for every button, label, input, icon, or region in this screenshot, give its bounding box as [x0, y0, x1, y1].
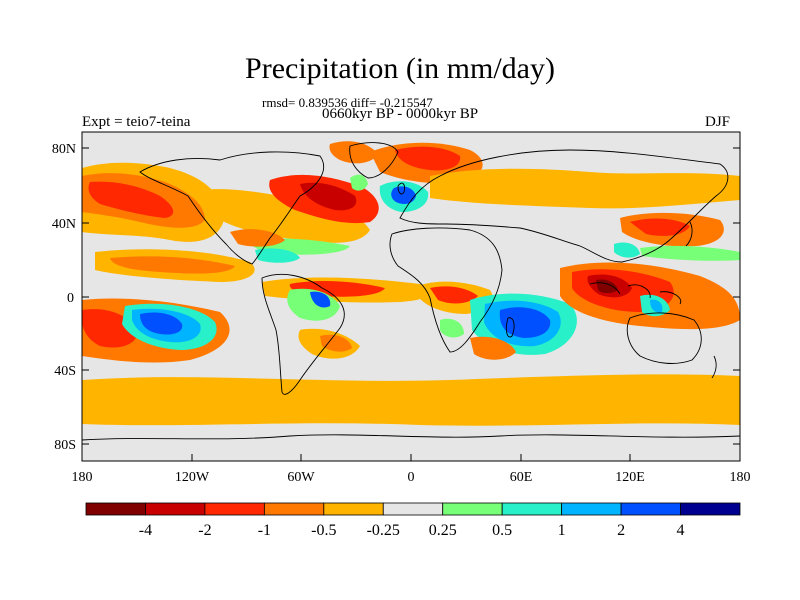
axis-tick-marks [81, 147, 741, 461]
colorbar-label-1: -2 [198, 522, 211, 539]
colorbar-bin-9 [620, 502, 681, 516]
season-label: DJF [705, 114, 731, 130]
coastline-japan [685, 221, 693, 247]
lat-tick-80n: 80N [52, 142, 76, 157]
south-pacific-blue [140, 312, 183, 335]
colorbar-bin-2 [204, 502, 265, 516]
west-pacific-lightblue [650, 299, 663, 313]
north-america-negative-region [200, 189, 370, 243]
colorbar-bin-6 [442, 502, 503, 516]
coastline-indonesia [589, 282, 682, 305]
colorbar-label-9: 4 [677, 522, 685, 539]
west-pacific-green-band [640, 245, 740, 261]
colorbar-label-4: -0.25 [367, 522, 400, 539]
colorbar [85, 502, 741, 516]
lat-tick-40n: 40N [52, 217, 76, 232]
lon-tick-180-left: 180 [72, 470, 93, 485]
colorbar-label-3: -0.5 [311, 522, 336, 539]
lon-tick-180-right: 180 [730, 470, 751, 485]
lon-tick-120w: 120W [175, 470, 210, 485]
caribbean-cyan [255, 248, 300, 263]
south-africa-green [440, 318, 464, 338]
europe-blue [391, 186, 416, 204]
indian-ocean-blue [499, 307, 551, 338]
east-asia-red [630, 218, 690, 236]
lon-tick-120e: 120E [615, 470, 645, 485]
gulf-orange [230, 229, 285, 247]
lat-tick-0: 0 [67, 291, 74, 306]
greenland-red [395, 146, 461, 171]
colorbar-label-8: 2 [617, 522, 625, 539]
colorbar-bin-1 [145, 502, 206, 516]
coastline-antarctica [82, 434, 740, 441]
africa-red [430, 286, 478, 304]
lon-tick-0: 0 [408, 470, 415, 485]
colorbar-bin-7 [501, 502, 563, 516]
colorbar-bin-3 [263, 502, 325, 516]
coastline-greenland [349, 142, 399, 179]
lon-tick-60w: 60W [287, 470, 315, 485]
lat-tick-40s: 40S [54, 364, 76, 379]
colorbar-label-2: -1 [258, 522, 271, 539]
stats-line: rmsd= 0.839536 diff= -0.215547 [262, 95, 433, 110]
colorbar-bin-10 [680, 502, 741, 516]
madagascar-orange [470, 336, 516, 360]
coastline-uk [397, 182, 405, 195]
asia-cyan-patch [614, 242, 640, 258]
colorbar-bin-5 [382, 502, 444, 516]
south-atlantic-red [320, 334, 352, 352]
coastline-eurasia [399, 149, 729, 263]
colorbar-label-0: -4 [139, 522, 152, 539]
lon-tick-60e: 60E [510, 470, 533, 485]
colorbar-label-7: 1 [558, 522, 566, 539]
colorbar-label-6: 0.5 [492, 522, 512, 539]
colorbar-labels: -4 -2 -1 -0.5 -0.25 0.25 0.5 1 2 4 [139, 522, 685, 539]
north-atlantic-darkred [300, 182, 357, 211]
map-field [82, 132, 740, 461]
coastline-australia [626, 312, 702, 364]
coastline-north-america [139, 151, 325, 265]
south-america-blue [310, 291, 331, 308]
experiment-label: Expt = teio7-teina [82, 114, 191, 130]
coastline-madagascar [505, 317, 515, 338]
southern-ocean-negative-band [82, 374, 740, 426]
canada-orange [329, 141, 378, 164]
colorbar-label-5: 0.25 [429, 522, 457, 539]
coastline-africa [389, 227, 503, 353]
coastline-south-america [261, 273, 345, 395]
plot-title: Precipitation (in mm/day) [245, 52, 555, 85]
eurasia-green [350, 174, 368, 191]
period-line: 0660kyr BP - 0000kyr BP [322, 106, 479, 122]
colorbar-bin-8 [561, 502, 622, 516]
east-pacific-red-strip [110, 256, 235, 274]
north-pacific-red [88, 181, 174, 218]
colorbar-bin-4 [323, 502, 384, 516]
lat-tick-80s: 80S [54, 438, 76, 453]
coastlines [82, 142, 740, 441]
coastline-new-zealand [711, 355, 717, 379]
colorbar-bin-0 [85, 502, 146, 516]
siberia-negative-region [430, 168, 740, 209]
